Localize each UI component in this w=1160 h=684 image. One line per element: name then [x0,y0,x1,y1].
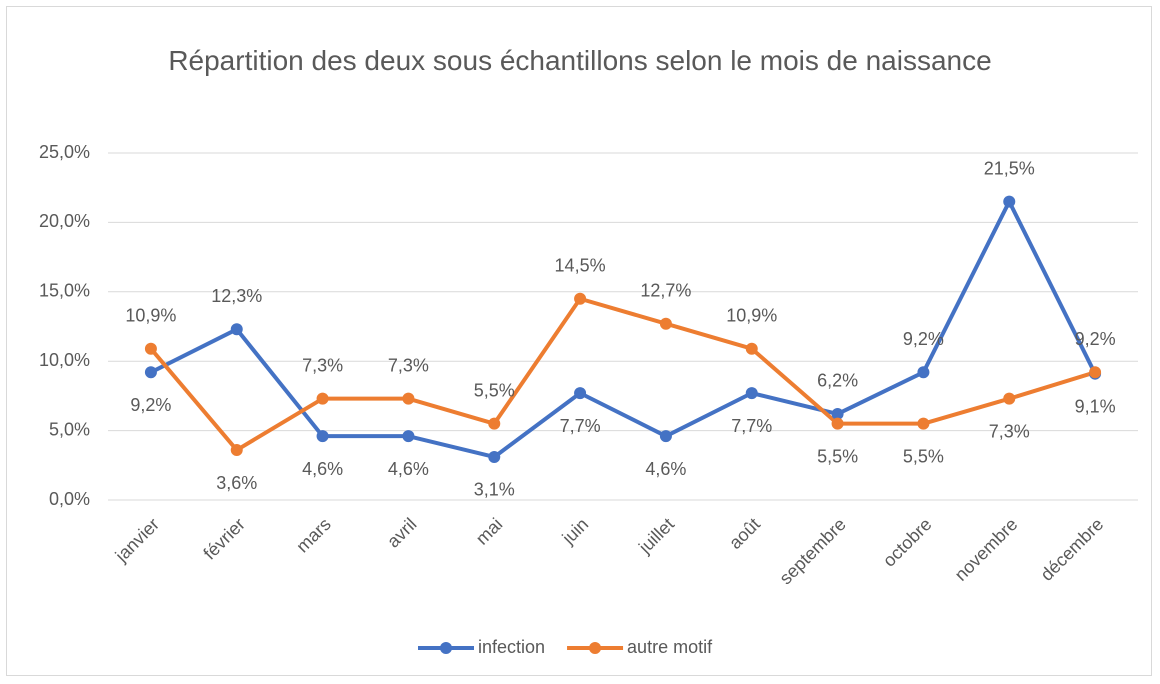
x-tick-label: octobre [879,514,936,571]
legend-label: autre motif [627,637,713,657]
point-marker [745,342,758,355]
data-label: 7,7% [731,416,772,436]
chart-title: Répartition des deux sous échantillons s… [168,45,992,76]
point-marker [1003,195,1016,208]
point-marker [574,387,587,400]
point-marker [1003,392,1016,405]
data-label: 5,5% [817,446,858,466]
data-label: 10,9% [125,305,176,325]
point-marker [831,417,844,430]
y-tick-label: 15,0% [39,281,90,301]
point-marker [402,392,415,405]
data-label: 7,3% [302,355,343,375]
point-marker [316,430,329,443]
point-marker [316,392,329,405]
data-label: 14,5% [555,255,606,275]
data-label: 12,7% [640,280,691,300]
x-tick-label: janvier [111,514,163,566]
x-tick-label: février [199,514,249,564]
x-tick-label: décembre [1037,514,1108,585]
point-marker [917,417,930,430]
data-label: 5,5% [903,446,944,466]
point-marker [230,323,243,336]
y-tick-label: 25,0% [39,142,90,162]
chart-frame [6,6,1152,676]
point-marker [230,444,243,457]
point-marker [574,292,587,305]
point-marker [745,387,758,400]
point-marker [659,430,672,443]
data-label: 12,3% [211,286,262,306]
y-tick-label: 0,0% [49,489,90,509]
data-label: 9,1% [1075,396,1116,416]
x-tick-label: novembre [951,514,1022,585]
data-label: 10,9% [726,305,777,325]
data-label: 7,3% [388,355,429,375]
data-label: 3,1% [474,480,515,500]
data-label: 9,2% [130,395,171,415]
point-marker [402,430,415,443]
legend-marker [440,642,452,654]
data-label: 3,6% [216,473,257,493]
data-label: 4,6% [645,459,686,479]
x-tick-label: août [725,514,764,553]
x-tick-label: juin [558,514,593,549]
x-tick-label: avril [383,514,420,551]
legend-marker [589,642,602,654]
point-marker [144,342,157,355]
x-tick-label: mai [472,514,507,549]
point-marker [1089,366,1102,379]
data-label: 6,2% [817,371,858,391]
point-marker [917,366,930,379]
data-label: 9,2% [903,329,944,349]
data-label: 7,7% [560,416,601,436]
y-tick-label: 20,0% [39,211,90,231]
point-marker [659,317,672,330]
point-marker [488,417,501,430]
legend-label: infection [478,637,545,657]
point-marker [488,450,501,463]
y-tick-label: 5,0% [49,419,90,439]
series-line [149,296,1096,453]
series-line [150,199,1097,459]
x-tick-label: mars [292,514,334,556]
legend: infection autre motif [418,637,713,657]
x-tick-label: juillet [634,514,678,558]
data-label: 4,6% [388,459,429,479]
x-tick-label: septembre [775,514,849,588]
data-label: 5,5% [474,380,515,400]
y-tick-label: 10,0% [39,350,90,370]
data-label: 7,3% [989,421,1030,441]
data-label: 4,6% [302,459,343,479]
data-label: 21,5% [984,158,1035,178]
point-marker [831,407,844,420]
data-label: 9,2% [1075,329,1116,349]
point-marker [144,366,157,379]
